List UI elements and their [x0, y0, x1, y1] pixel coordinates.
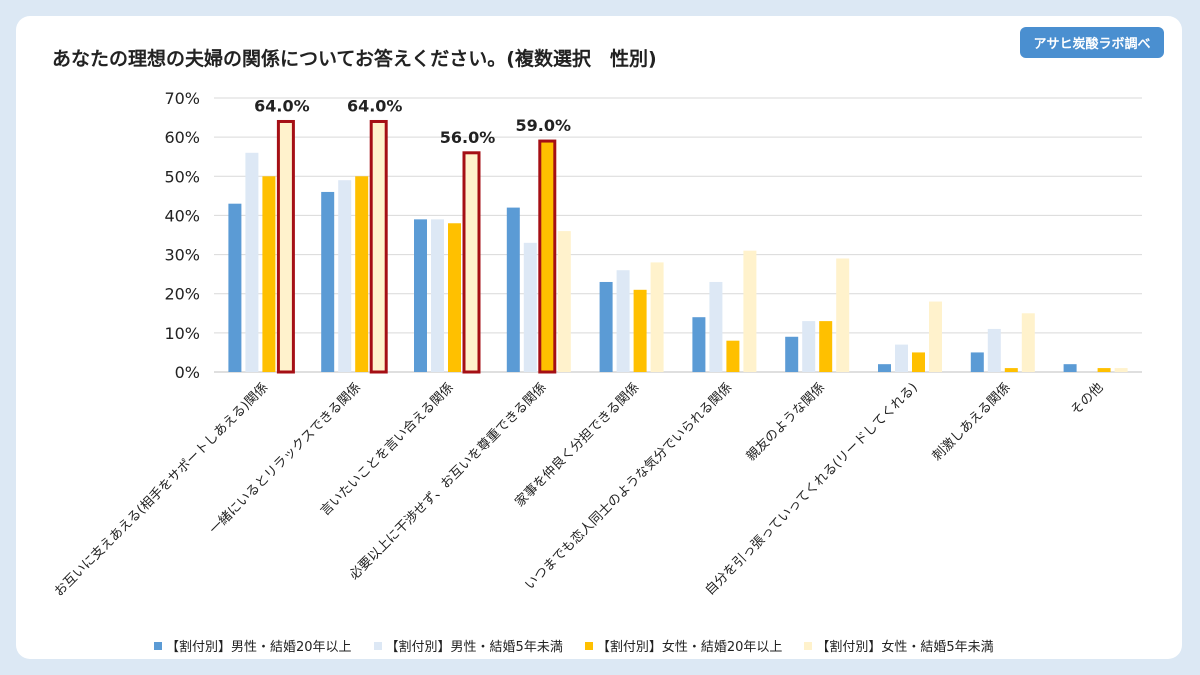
- bar: [895, 344, 908, 372]
- legend-item: 【割付別】女性・結婚20年以上: [584, 636, 783, 655]
- legend-item: 【割付別】男性・結婚5年未満: [373, 636, 563, 655]
- data-label: 64.0%: [347, 96, 403, 115]
- bar: [338, 180, 352, 372]
- data-label: 64.0%: [254, 96, 310, 115]
- bar: [414, 219, 427, 372]
- y-tick-label: 0%: [175, 363, 200, 382]
- bar: [1063, 364, 1077, 372]
- bar: [557, 231, 571, 372]
- y-tick-label: 20%: [164, 285, 200, 304]
- bar: [802, 321, 816, 372]
- bar: [1004, 368, 1018, 372]
- bar: [929, 301, 942, 372]
- bar: [228, 203, 242, 372]
- chart-card: あなたの理想の夫婦の関係についてお答えください。(複数選択 性別) アサヒ炭酸ラ…: [16, 16, 1182, 659]
- y-tick-label: 60%: [164, 128, 200, 147]
- legend-item: 【割付別】女性・結婚5年未満: [804, 636, 994, 655]
- y-tick-label: 50%: [164, 167, 200, 186]
- bar: [465, 152, 478, 372]
- highlight-outline: [462, 151, 481, 374]
- legend-label: 【割付別】男性・結婚5年未満: [385, 640, 563, 655]
- legend-label: 【割付別】女性・結婚5年未満: [816, 640, 994, 655]
- legend-swatch: [804, 641, 813, 650]
- data-label: 56.0%: [440, 128, 496, 147]
- bar: [1021, 313, 1035, 372]
- highlight-outline: [276, 119, 295, 374]
- bar: [912, 352, 925, 372]
- bar: [819, 321, 833, 372]
- legend-item: 【割付別】男性・結婚20年以上: [154, 636, 352, 655]
- bar: [709, 281, 723, 372]
- y-tick-label: 40%: [164, 206, 200, 225]
- bar: [650, 262, 664, 372]
- legend-swatch: [584, 641, 593, 650]
- bar: [987, 328, 1001, 372]
- bar: [355, 176, 369, 372]
- bar: [372, 121, 386, 372]
- legend-label: 【割付別】女性・結婚20年以上: [596, 640, 783, 655]
- x-tick-label: 親友のような関係: [743, 380, 828, 465]
- x-tick-label: 自分を引っ張っていってくれる(リードしてくれる): [703, 380, 921, 598]
- y-tick-label: 70%: [164, 89, 200, 108]
- highlight-outline: [369, 119, 388, 374]
- bar: [785, 336, 799, 372]
- bar: [506, 207, 520, 372]
- bar: [1114, 368, 1128, 372]
- bar-chart: 0% 10% 20% 30% 40% 50% 60% 70% 64.0% 64.0% 56.0% 59…: [52, 89, 1142, 600]
- bar: [321, 191, 335, 372]
- y-tick-label: 30%: [164, 246, 200, 265]
- chart-title: あなたの理想の夫婦の関係についてお答えください。(複数選択 性別): [52, 48, 657, 70]
- x-tick-label: 一緒にいるとリラックスできる関係: [207, 380, 364, 537]
- y-tick-label: 10%: [164, 324, 200, 343]
- bar: [616, 270, 630, 372]
- bar: [431, 219, 444, 372]
- x-tick-label: その他: [1068, 380, 1106, 418]
- bar: [540, 141, 554, 372]
- bar: [1097, 368, 1111, 372]
- source-badge: アサヒ炭酸ラボ調べ: [1020, 27, 1164, 58]
- x-tick-label: お互いに支えあえる(相手をサポートしあえる)関係: [52, 380, 271, 599]
- bar: [878, 364, 891, 372]
- bar: [279, 121, 293, 372]
- bar: [599, 281, 613, 372]
- bar: [262, 176, 276, 372]
- chart-legend: 【割付別】男性・結婚20年以上 【割付別】男性・結婚5年未満 【割付別】女性・結婚2…: [154, 636, 994, 655]
- bar: [692, 317, 706, 372]
- x-tick-label: 必要以上に干渉せず、お互いを尊重できる関係: [346, 380, 550, 584]
- bar: [633, 289, 647, 372]
- bar: [743, 250, 757, 372]
- legend-swatch: [373, 641, 382, 650]
- x-tick-label: 刺激しあえる関係: [930, 380, 1014, 464]
- highlight-outline: [538, 139, 557, 374]
- x-tick-label: いつまでも恋人同士のような気分でいられる関係: [522, 380, 736, 594]
- data-label: 59.0%: [516, 116, 572, 135]
- legend-label: 【割付別】男性・結婚20年以上: [166, 640, 352, 655]
- bar: [448, 223, 461, 372]
- bar: [970, 352, 984, 372]
- bar: [726, 340, 740, 372]
- legend-swatch: [154, 641, 162, 650]
- bar: [245, 152, 259, 372]
- bar: [836, 258, 850, 372]
- bar: [523, 242, 537, 372]
